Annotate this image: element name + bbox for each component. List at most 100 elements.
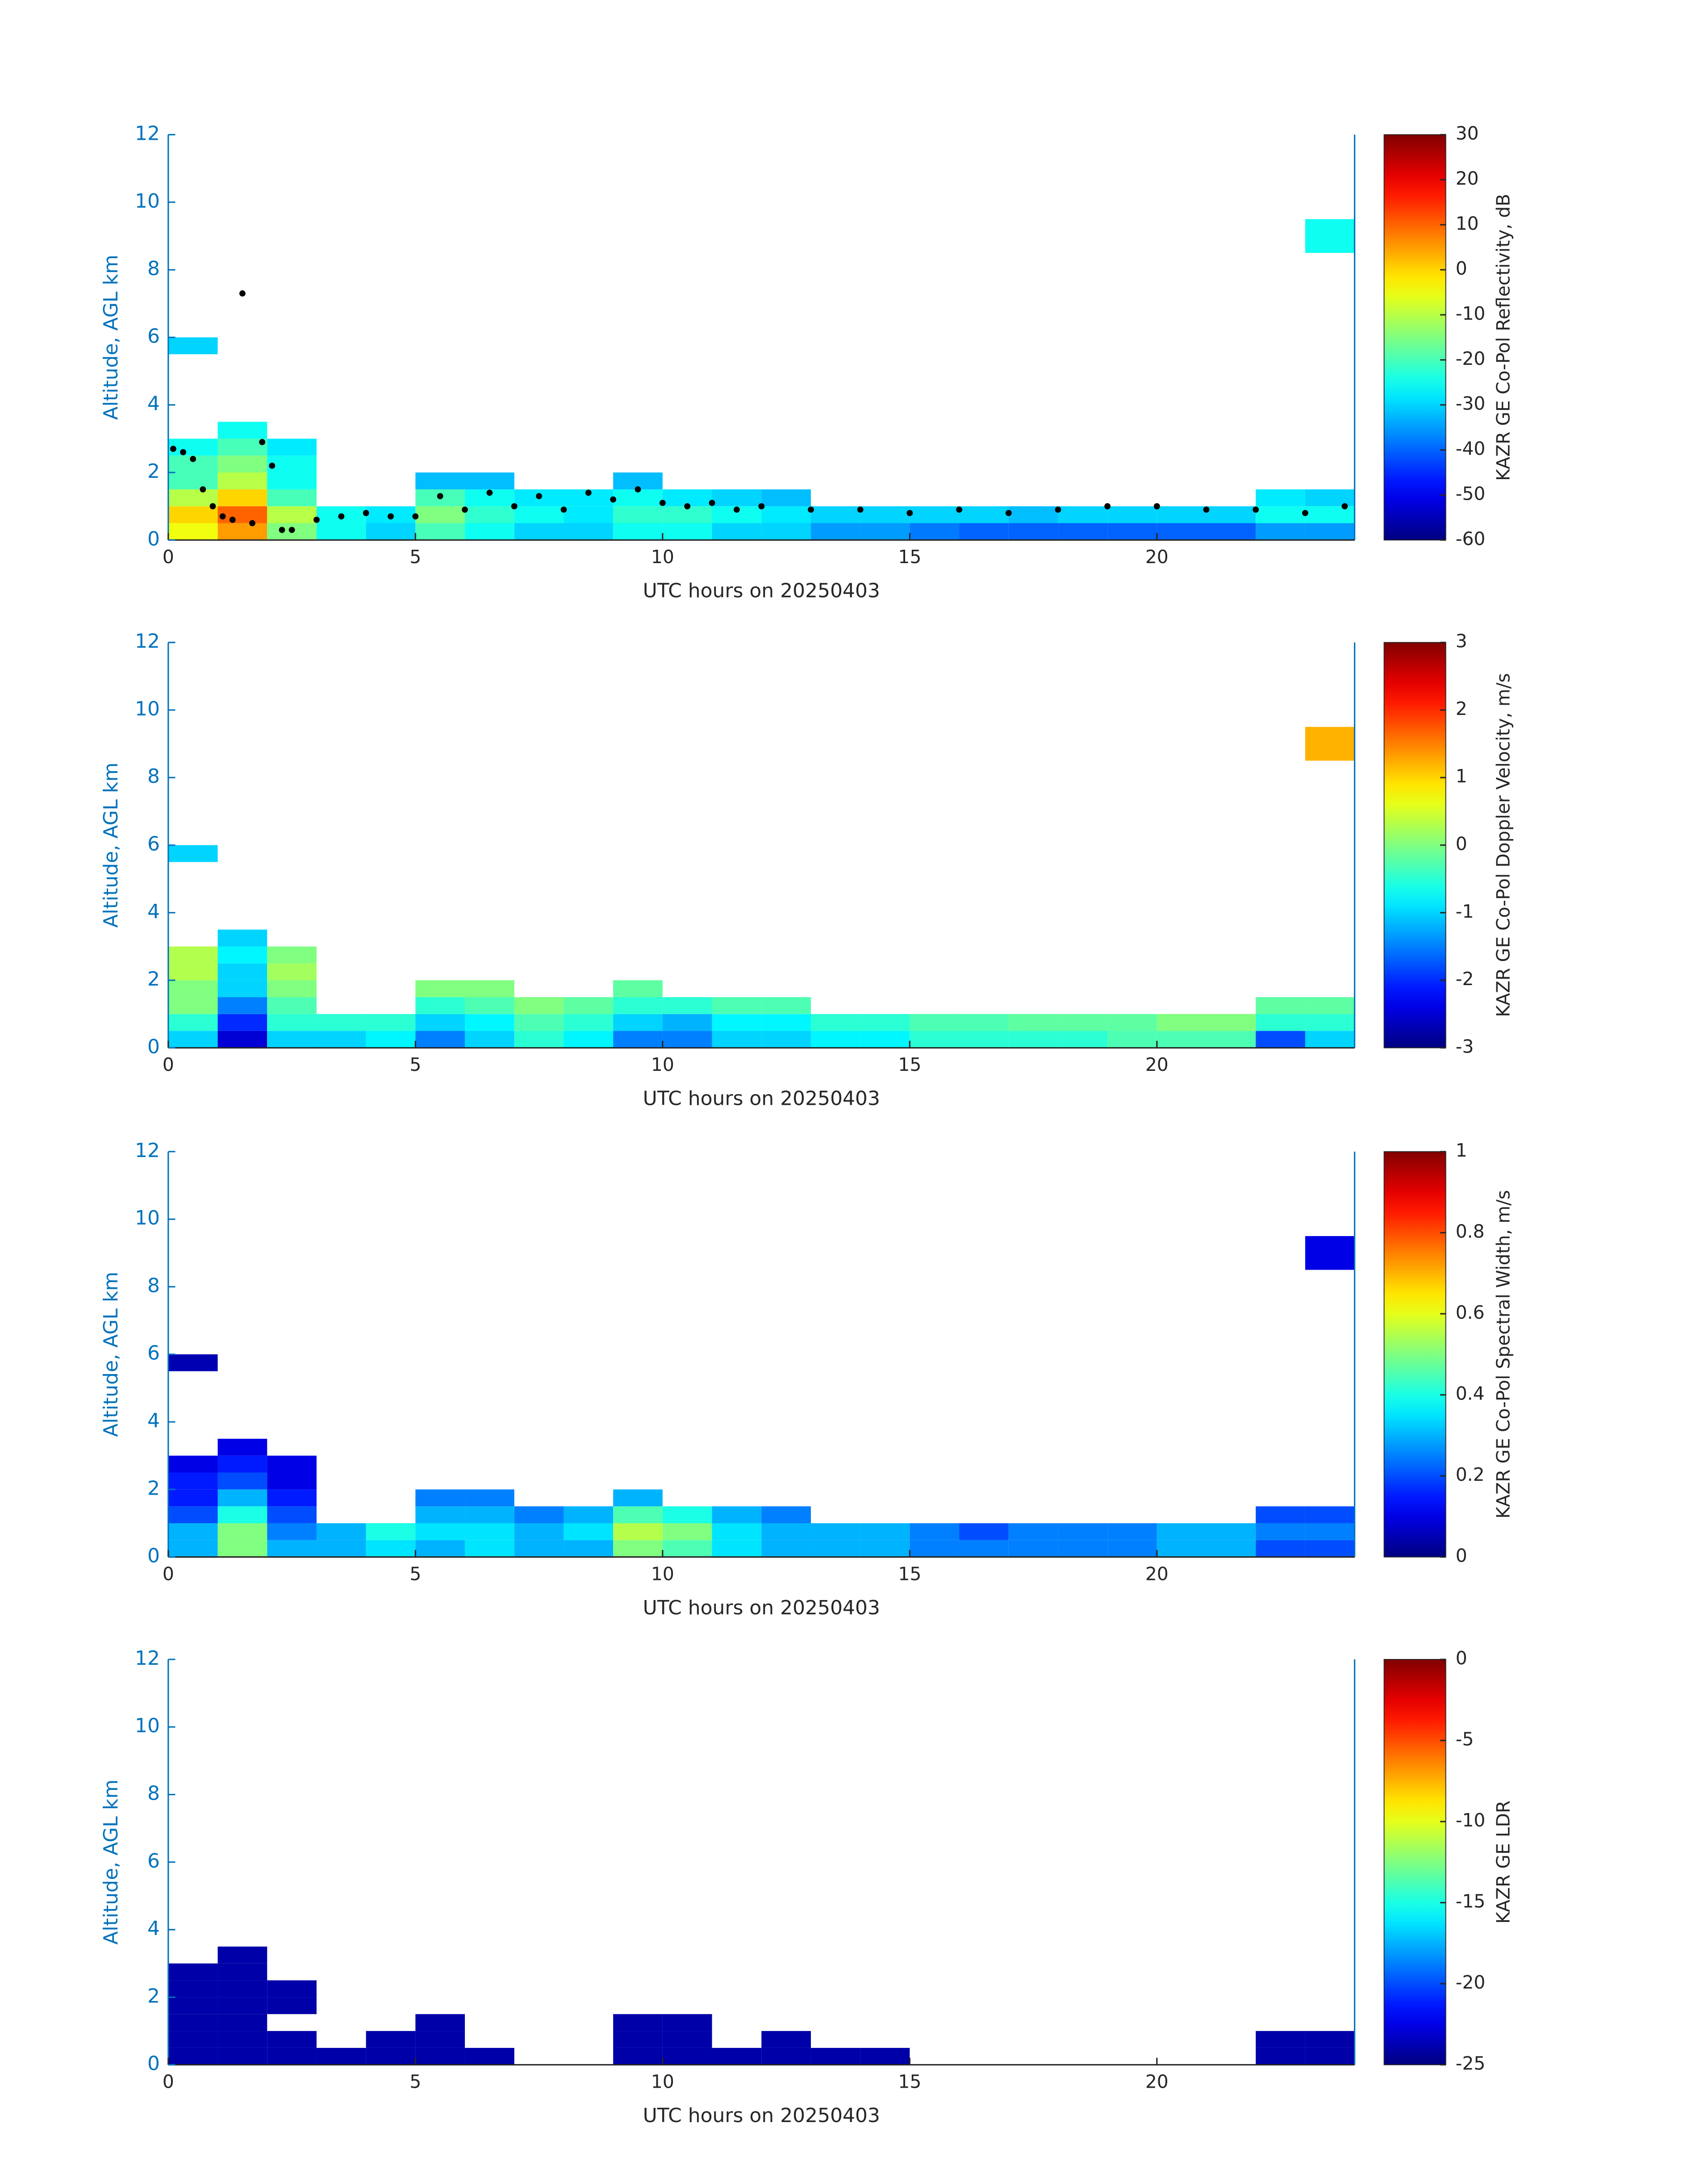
heatmap-cell — [415, 2014, 465, 2031]
colorbar-tick-label: -15 — [1456, 1891, 1486, 1912]
heatmap-cell — [217, 2031, 267, 2048]
heatmap-cell — [860, 1523, 910, 1540]
heatmap-cell — [1256, 1031, 1305, 1048]
ceilometer-point — [610, 496, 617, 503]
heatmap-cell — [366, 1031, 416, 1048]
heatmap-cell — [267, 472, 317, 489]
heatmap-cell — [168, 2031, 218, 2048]
x-tick-label: 15 — [898, 1563, 921, 1584]
heatmap-cell — [217, 1489, 267, 1507]
heatmap-cell — [662, 1540, 712, 1557]
heatmap-cell — [613, 980, 663, 997]
heatmap-cell — [613, 2047, 663, 2065]
heatmap-cell — [514, 523, 564, 540]
ceilometer-point — [1253, 506, 1259, 513]
heatmap-cell — [267, 997, 317, 1014]
heatmap-cell — [1058, 1031, 1108, 1048]
heatmap-cell — [1058, 1540, 1108, 1557]
heatmap-cell — [267, 1472, 317, 1490]
ceilometer-point — [437, 493, 443, 499]
colorbar — [1383, 1659, 1446, 2065]
heatmap-cell — [613, 1523, 663, 1540]
heatmap-cell — [1157, 1014, 1207, 1031]
heatmap-cell — [1008, 1540, 1058, 1557]
heatmap-cell — [217, 422, 267, 439]
colorbar-tick-label: -2 — [1456, 968, 1474, 990]
heatmap-cell — [1305, 1236, 1355, 1270]
heatmap-cell — [514, 1014, 564, 1031]
heatmap-cell — [514, 1540, 564, 1557]
heatmap-cell — [465, 1014, 514, 1031]
heatmap-cell — [1256, 1540, 1305, 1557]
heatmap-cell — [168, 845, 218, 862]
y-tick-label: 10 — [135, 698, 160, 720]
colorbar-tick-label: 20 — [1456, 167, 1479, 189]
heatmap-cell — [959, 1031, 1009, 1048]
heatmap-cell — [415, 980, 465, 997]
heatmap-cell — [761, 2031, 811, 2048]
ceilometer-point — [758, 503, 765, 510]
heatmap-cell — [1305, 2031, 1355, 2048]
heatmap-cell — [267, 1523, 317, 1540]
heatmap-cell — [613, 1014, 663, 1031]
heatmap-cell — [613, 1540, 663, 1557]
heatmap-cell — [465, 997, 514, 1014]
x-tick-label: 20 — [1145, 546, 1169, 568]
heatmap-cell — [761, 523, 811, 540]
heatmap-cell — [1058, 523, 1108, 540]
heatmap-cell — [1107, 1014, 1157, 1031]
colorbar-tick-label: -20 — [1456, 348, 1486, 369]
heatmap-cell — [1157, 1031, 1207, 1048]
ceilometer-point — [338, 513, 345, 520]
colorbar — [1383, 1151, 1446, 1558]
colorbar-tick-label: 0 — [1456, 258, 1467, 279]
heatmap-cell — [1256, 523, 1305, 540]
ceilometer-point — [659, 500, 666, 506]
heatmap-cell — [1107, 1031, 1157, 1048]
ceilometer-point — [180, 449, 186, 455]
heatmap-cell — [662, 1506, 712, 1523]
heatmap-cell — [1107, 506, 1157, 523]
ceilometer-point — [635, 486, 641, 493]
heatmap-cell — [168, 997, 218, 1014]
y-tick-label: 6 — [147, 325, 160, 347]
heatmap-cell — [415, 1540, 465, 1557]
heatmap-cell — [217, 1438, 267, 1456]
y-axis-label: Altitude, AGL km — [100, 1272, 122, 1437]
y-axis-label: Altitude, AGL km — [100, 1780, 122, 1945]
heatmap-cell — [1008, 1014, 1058, 1031]
heatmap-cell — [712, 1014, 762, 1031]
heatmap-cell — [761, 1031, 811, 1048]
heatmap-cell — [1305, 1540, 1355, 1557]
ceilometer-point — [511, 503, 518, 510]
heatmap-cell — [860, 506, 910, 523]
ceilometer-point — [462, 506, 468, 513]
heatmap-cell — [761, 1506, 811, 1523]
heatmap-cell — [1206, 1031, 1256, 1048]
colorbar-tick-label: 0.2 — [1456, 1464, 1485, 1485]
heatmap-cell — [217, 997, 267, 1014]
ceilometer-point — [239, 290, 246, 297]
heatmap-cell — [514, 506, 564, 523]
x-tick-label: 5 — [409, 1054, 421, 1075]
heatmap-cell — [1107, 523, 1157, 540]
x-tick-label: 10 — [651, 546, 674, 568]
heatmap-cell — [564, 997, 614, 1014]
colorbar-tick-label: 3 — [1456, 631, 1467, 652]
heatmap-cell — [415, 1523, 465, 1540]
x-tick-label: 10 — [651, 1054, 674, 1075]
heatmap-cell — [217, 472, 267, 489]
ceilometer-point — [906, 510, 913, 516]
heatmap-cell — [1058, 506, 1108, 523]
heatmap-cell — [217, 439, 267, 456]
x-tick-label: 0 — [163, 1563, 174, 1584]
colorbar — [1383, 642, 1446, 1049]
ceilometer-point — [219, 513, 226, 520]
heatmap-cell — [810, 523, 860, 540]
heatmap-cell — [1008, 523, 1058, 540]
heatmap-cell — [810, 1540, 860, 1557]
colorbar-label: KAZR GE Co-Pol Spectral Width, m/s — [1493, 1190, 1514, 1519]
heatmap-cell — [267, 963, 317, 981]
colorbar-tick-label: 30 — [1456, 123, 1479, 144]
ceilometer-point — [1153, 503, 1160, 510]
